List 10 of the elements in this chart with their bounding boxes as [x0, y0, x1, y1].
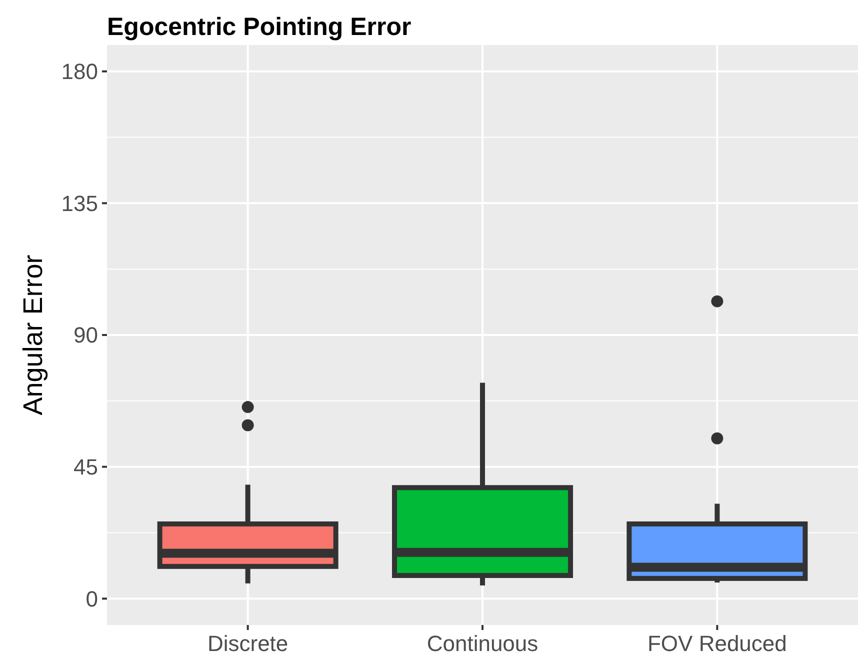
x-tick-label: FOV Reduced: [647, 631, 787, 656]
y-tick-label: 45: [74, 454, 98, 480]
x-tick-label: Discrete: [207, 631, 288, 656]
y-tick-label: 180: [61, 59, 98, 84]
y-axis-title: Angular Error: [18, 254, 48, 416]
y-tick-label: 0: [86, 586, 98, 612]
y-tick-label: 90: [74, 322, 98, 348]
y-tick-label: 135: [61, 190, 98, 216]
chart-title: Egocentric Pointing Error: [107, 13, 412, 41]
x-tick-label: Continuous: [426, 631, 538, 656]
